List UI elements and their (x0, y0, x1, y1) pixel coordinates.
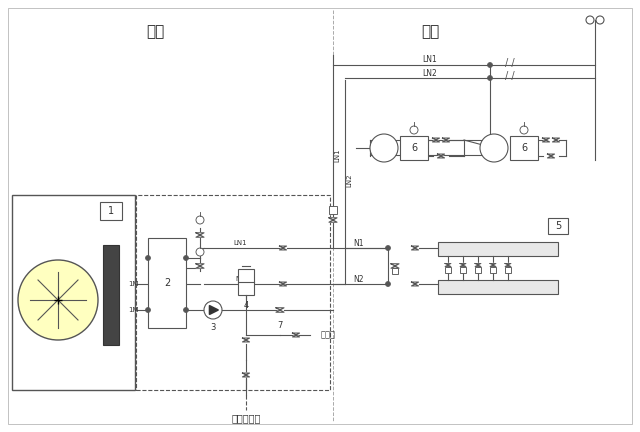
Circle shape (488, 76, 493, 80)
Circle shape (145, 308, 150, 312)
Polygon shape (490, 264, 496, 267)
Text: 6: 6 (521, 143, 527, 153)
Text: 6: 6 (411, 143, 417, 153)
Polygon shape (438, 154, 445, 158)
Text: LN1: LN1 (422, 54, 437, 64)
Polygon shape (209, 305, 218, 314)
Polygon shape (243, 373, 250, 377)
Polygon shape (196, 264, 204, 268)
Polygon shape (433, 138, 440, 142)
Text: 2: 2 (164, 278, 170, 288)
Circle shape (385, 245, 390, 251)
Circle shape (145, 255, 150, 260)
Circle shape (18, 260, 98, 340)
Bar (103, 245, 119, 345)
Polygon shape (276, 308, 284, 312)
Text: 5: 5 (555, 221, 561, 231)
Circle shape (488, 63, 493, 67)
Polygon shape (243, 338, 250, 342)
Polygon shape (280, 282, 287, 286)
Text: 室外: 室外 (146, 25, 164, 39)
Text: 1M: 1M (128, 307, 138, 313)
Bar (490, 267, 496, 273)
Circle shape (410, 126, 418, 134)
Text: LN2: LN2 (346, 173, 352, 187)
Bar (438, 280, 558, 294)
Circle shape (385, 282, 390, 286)
Bar (548, 218, 568, 234)
Text: 注液口: 注液口 (321, 330, 336, 340)
Text: LN1: LN1 (233, 240, 247, 246)
Polygon shape (412, 282, 419, 286)
Polygon shape (505, 264, 511, 267)
Text: 4: 4 (243, 301, 248, 309)
Polygon shape (391, 264, 399, 268)
Circle shape (480, 134, 508, 162)
Bar (438, 242, 558, 256)
Text: N1: N1 (235, 276, 245, 282)
Circle shape (204, 301, 222, 319)
Text: 自来水补水: 自来水补水 (231, 413, 260, 423)
Circle shape (196, 216, 204, 224)
Text: / /: / / (505, 58, 515, 68)
Bar (238, 269, 254, 295)
Bar (445, 267, 451, 273)
Text: / /: / / (505, 71, 515, 81)
Polygon shape (412, 246, 419, 250)
Polygon shape (547, 154, 554, 158)
Polygon shape (475, 264, 481, 267)
Bar (460, 267, 466, 273)
Polygon shape (445, 264, 451, 267)
Polygon shape (292, 333, 300, 337)
Polygon shape (442, 138, 449, 142)
Bar (392, 268, 398, 274)
Text: LN2: LN2 (422, 69, 437, 77)
Polygon shape (196, 233, 204, 237)
Circle shape (184, 255, 189, 260)
Polygon shape (543, 138, 550, 142)
Circle shape (196, 248, 204, 256)
Polygon shape (329, 218, 337, 222)
Text: N2: N2 (353, 274, 364, 283)
Polygon shape (460, 264, 466, 267)
Text: LN1: LN1 (334, 148, 340, 162)
Bar (510, 136, 538, 160)
Circle shape (184, 308, 189, 312)
Bar (475, 267, 481, 273)
Bar (148, 238, 186, 328)
Text: 7: 7 (277, 321, 283, 330)
Circle shape (520, 126, 528, 134)
Bar (100, 202, 122, 220)
Bar (505, 267, 511, 273)
Bar (329, 206, 337, 214)
Text: 1M: 1M (128, 281, 138, 287)
Bar (136, 195, 330, 390)
Polygon shape (552, 138, 559, 142)
Circle shape (370, 134, 398, 162)
Text: N1: N1 (353, 238, 364, 248)
Polygon shape (280, 246, 287, 250)
Text: 3: 3 (211, 324, 216, 333)
Bar (400, 136, 428, 160)
Text: 室内: 室内 (421, 25, 439, 39)
Bar (12, 195, 135, 390)
Text: 1: 1 (108, 206, 114, 216)
